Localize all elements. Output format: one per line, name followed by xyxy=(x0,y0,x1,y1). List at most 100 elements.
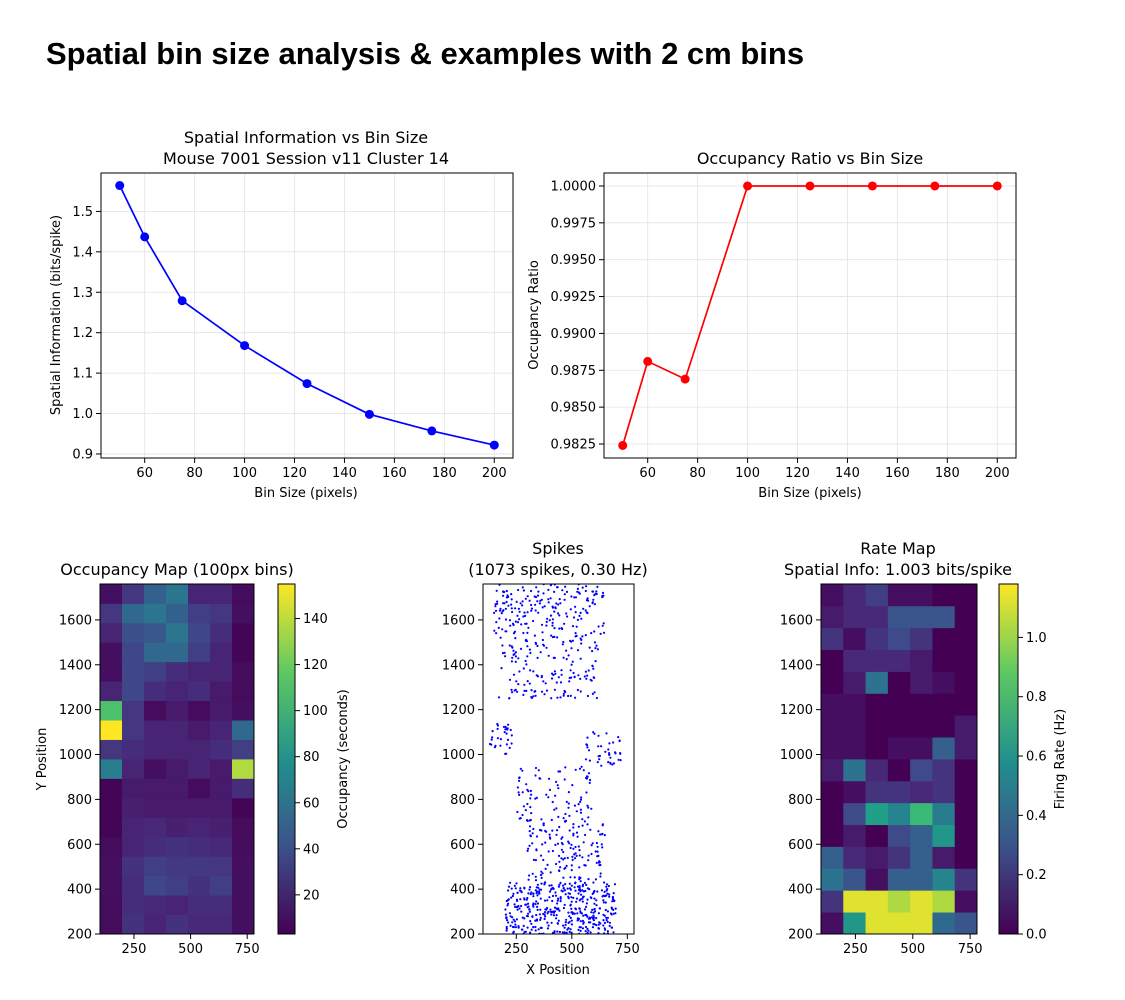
colorbar-tick-label: 0.6 xyxy=(1026,750,1047,765)
spike-dot xyxy=(524,659,527,663)
spike-dot xyxy=(543,693,546,696)
spike-dot xyxy=(536,883,540,886)
heatmap-cell xyxy=(910,912,933,935)
spike-dot xyxy=(619,752,622,755)
spike-dot xyxy=(567,802,570,805)
spike-dot xyxy=(565,800,568,804)
spike-dot xyxy=(579,811,583,814)
spike-dot xyxy=(541,872,544,875)
spike-dot xyxy=(611,900,614,903)
spike-dot xyxy=(508,619,512,622)
panel5-heatmap xyxy=(821,584,978,935)
spike-dot xyxy=(590,807,593,810)
spike-dot xyxy=(532,895,535,898)
panel5-subtitle: Spatial Info: 1.003 bits/spike xyxy=(784,560,1012,579)
spike-dot xyxy=(505,916,508,919)
spike-dot xyxy=(603,834,606,837)
spike-dot xyxy=(509,881,512,884)
y-tick-label: 1600 xyxy=(780,613,813,628)
panel1-series xyxy=(115,181,499,450)
spike-dot xyxy=(591,842,594,845)
spike-dot xyxy=(540,818,543,821)
spike-dot xyxy=(515,600,518,604)
spike-dot xyxy=(593,594,596,597)
spike-dot xyxy=(595,924,598,927)
heatmap-cell xyxy=(843,584,866,607)
spike-dot xyxy=(514,926,518,929)
spike-dot xyxy=(564,893,567,896)
spike-dot xyxy=(600,745,603,748)
heatmap-cell xyxy=(144,778,167,799)
spike-dot xyxy=(597,745,600,748)
spike-dot xyxy=(512,918,515,921)
spike-dot xyxy=(558,825,561,829)
spike-dot xyxy=(584,634,587,637)
spike-dot xyxy=(575,854,578,858)
heatmap-cell xyxy=(166,700,189,721)
spike-dot xyxy=(574,882,577,885)
spike-dot xyxy=(545,830,548,833)
spike-dot xyxy=(547,598,550,601)
spike-dot xyxy=(575,634,578,638)
spike-dot xyxy=(551,910,554,914)
spike-dot xyxy=(577,845,580,848)
spike-dot xyxy=(553,627,556,630)
spike-dot xyxy=(533,634,537,637)
spike-dot xyxy=(532,695,535,698)
spike-dot xyxy=(556,899,559,902)
spike-dot xyxy=(556,784,559,787)
spike-dot xyxy=(593,897,596,900)
spike-dot xyxy=(606,910,610,913)
spike-dot xyxy=(593,732,596,735)
heatmap-cell xyxy=(821,802,844,826)
spike-dot xyxy=(510,734,513,737)
spike-dot xyxy=(515,680,518,683)
spike-dot xyxy=(534,609,537,612)
heatmap-cell xyxy=(166,739,189,760)
y-tick-label: 200 xyxy=(450,928,475,943)
spike-dot xyxy=(590,911,593,914)
spike-dot xyxy=(580,796,583,799)
spike-dot xyxy=(543,605,546,608)
spike-dot xyxy=(536,600,539,603)
spike-dot xyxy=(570,900,573,903)
spike-dot xyxy=(526,926,529,929)
spike-dot xyxy=(606,916,610,919)
heatmap-cell xyxy=(210,778,233,799)
spike-dot xyxy=(579,800,582,804)
spike-dot xyxy=(510,688,513,692)
spike-dot xyxy=(507,604,510,607)
data-point xyxy=(680,374,690,384)
spike-dot xyxy=(571,784,574,787)
heatmap-cell xyxy=(100,720,123,740)
spike-dot xyxy=(515,918,519,921)
heatmap-cell xyxy=(910,759,933,782)
spike-dot xyxy=(589,921,592,924)
panel3-colorbar-ticks: 20 40 60 80 100 120 140 xyxy=(295,612,328,903)
heatmap-cell xyxy=(232,836,255,857)
spike-dot xyxy=(566,856,569,860)
spike-dot xyxy=(596,845,599,848)
spike-dot xyxy=(568,915,571,918)
spike-dot xyxy=(553,590,556,594)
spike-dot xyxy=(581,818,584,821)
spike-dot xyxy=(560,837,563,840)
spike-dot xyxy=(572,847,575,850)
heatmap-cell xyxy=(843,890,866,913)
spike-dot xyxy=(531,832,534,835)
heatmap-cell xyxy=(843,627,866,651)
spike-dot xyxy=(551,672,554,675)
heatmap-cell xyxy=(188,817,211,838)
spike-dot xyxy=(526,645,529,648)
spike-dot xyxy=(592,731,595,734)
spike-dot xyxy=(581,927,585,930)
spike-dot xyxy=(556,829,559,832)
spike-dot xyxy=(546,863,549,867)
spike-dot xyxy=(529,789,533,793)
spike-dot xyxy=(588,646,591,649)
spike-dot xyxy=(525,663,528,666)
spike-dot xyxy=(518,793,521,797)
spike-dot xyxy=(600,843,603,846)
spike-dot xyxy=(584,609,587,612)
spike-dot xyxy=(536,594,540,597)
